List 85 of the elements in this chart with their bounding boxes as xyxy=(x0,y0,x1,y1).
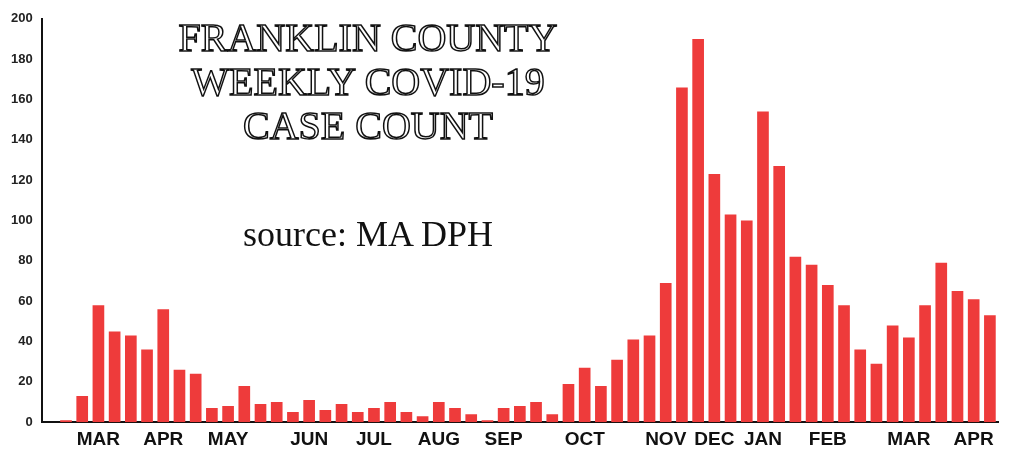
bar xyxy=(384,402,397,423)
bar xyxy=(400,412,413,423)
bar xyxy=(368,408,380,423)
y-tick-label: 80 xyxy=(18,252,33,268)
bar xyxy=(270,402,283,423)
bar xyxy=(935,262,948,423)
bar xyxy=(157,309,170,423)
bar xyxy=(870,363,883,423)
bar xyxy=(951,291,964,423)
bar xyxy=(481,420,494,423)
bar xyxy=(903,337,915,423)
bar xyxy=(724,214,737,423)
y-tick-label: 100 xyxy=(10,212,33,228)
x-tick-label: DEC xyxy=(694,427,735,449)
bar xyxy=(740,220,753,423)
bar xyxy=(757,111,769,423)
bar xyxy=(514,406,526,423)
y-tick-label: 20 xyxy=(18,373,33,389)
bar xyxy=(60,420,72,423)
bar xyxy=(676,87,688,423)
bar xyxy=(416,416,429,423)
bar xyxy=(708,174,721,423)
bar xyxy=(805,264,818,423)
bar xyxy=(189,373,202,423)
x-tick-label: SEP xyxy=(484,427,523,449)
bar xyxy=(578,367,591,423)
bar xyxy=(497,408,510,423)
x-tick-label: APR xyxy=(143,427,184,449)
x-tick-label: MAR xyxy=(887,427,931,449)
bar xyxy=(854,349,867,423)
x-tick-label: MAY xyxy=(207,427,249,449)
bar xyxy=(222,406,234,423)
bar xyxy=(449,408,461,423)
bar xyxy=(108,331,121,423)
x-tick-label: JAN xyxy=(743,427,782,449)
y-tick-label: 160 xyxy=(10,91,33,107)
bar xyxy=(821,285,834,423)
y-tick-label: 140 xyxy=(10,131,33,147)
bar xyxy=(465,414,478,423)
bar xyxy=(319,410,332,423)
y-tick-label: 120 xyxy=(10,171,33,187)
bar xyxy=(254,404,267,423)
x-tick-label: JUL xyxy=(356,427,393,449)
bar xyxy=(76,395,89,423)
bar xyxy=(984,315,996,423)
x-tick-label: APR xyxy=(953,427,995,449)
bar xyxy=(206,408,218,423)
bar xyxy=(92,305,105,423)
bar xyxy=(627,339,640,423)
bar xyxy=(530,402,542,423)
y-tick-label: 60 xyxy=(18,292,33,308)
bar xyxy=(562,383,575,423)
bar xyxy=(595,385,607,423)
x-tick-label: JUN xyxy=(290,427,329,449)
y-tick-label: 200 xyxy=(10,10,33,26)
x-tick-label: MAR xyxy=(76,427,121,449)
x-tick-label: FEB xyxy=(808,427,847,449)
bar xyxy=(643,335,656,423)
y-tick-label: 0 xyxy=(25,413,33,429)
bar xyxy=(351,412,364,423)
bar xyxy=(546,414,559,423)
bar xyxy=(611,359,623,423)
bar xyxy=(303,400,315,423)
x-tick-label: NOV xyxy=(645,427,687,449)
bar xyxy=(838,305,850,423)
y-tick-label: 40 xyxy=(18,333,33,349)
text: FRANKLIN COUNTY WEEKLY COVID-19 CASE COUNT xyxy=(177,15,559,148)
annotation: source: MA DPH xyxy=(242,213,494,255)
bar xyxy=(287,412,299,423)
bar xyxy=(335,404,348,423)
bar xyxy=(789,256,802,423)
bar xyxy=(141,349,153,423)
bar xyxy=(173,369,186,423)
bar xyxy=(659,283,672,423)
y-tick-label: 180 xyxy=(10,50,33,66)
bar xyxy=(967,299,980,423)
bar xyxy=(238,385,251,423)
bar xyxy=(773,166,786,423)
x-tick-label: AUG xyxy=(417,427,460,449)
x-tick-label: OCT xyxy=(564,427,606,449)
bar xyxy=(432,402,445,423)
bar xyxy=(919,305,931,423)
bar xyxy=(125,335,137,423)
bar xyxy=(692,38,704,423)
bar xyxy=(886,325,899,423)
